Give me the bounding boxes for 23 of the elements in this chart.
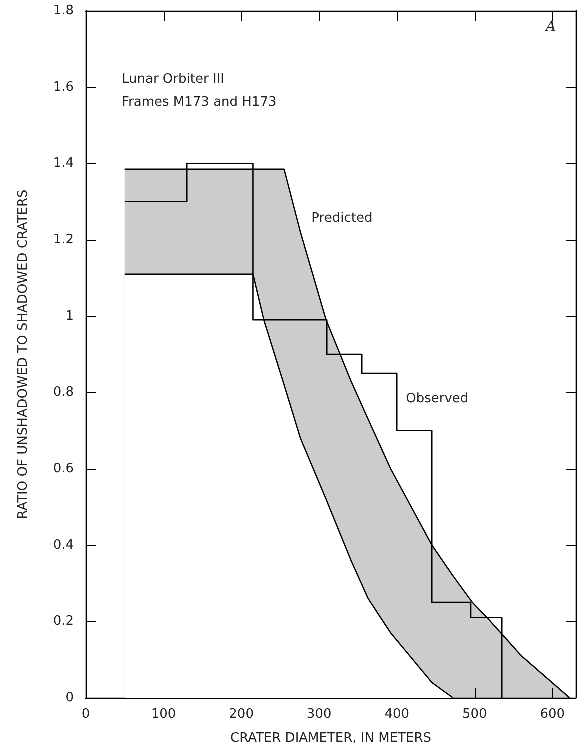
x-tick-label: 300 [306,707,332,722]
x-tick-label: 100 [151,707,176,722]
annotation: A [544,19,556,35]
series-label: Predicted [312,210,373,226]
y-tick-label: 0.6 [53,462,74,476]
y-tick-label: 1.4 [53,156,74,172]
x-tick-label: 500 [462,707,488,722]
y-tick-label: 0.4 [53,538,74,553]
x-tick-label: 400 [384,707,410,722]
y-tick-label: 0.2 [53,614,74,630]
x-tick-label: 200 [229,707,254,722]
y-tick-label: 0 [66,690,74,706]
annotation: Lunar Orbiter III Frames M173 and H173 [122,72,277,110]
series-label: Observed [406,391,469,406]
y-axis-title: RATIO OF UNSHADOWED TO SHADOWED CRATERS [16,190,31,520]
x-tick-label: 600 [540,707,566,722]
x-tick-label: 0 [82,707,90,722]
x-axis-title: CRATER DIAMETER, IN METERS [230,731,432,746]
y-tick-label: 1.6 [53,80,74,95]
y-tick-label: 0.8 [53,385,74,400]
y-tick-label: 1.2 [53,232,74,248]
y-tick-label: 1.8 [53,4,74,18]
y-tick-label: 1 [66,308,74,324]
